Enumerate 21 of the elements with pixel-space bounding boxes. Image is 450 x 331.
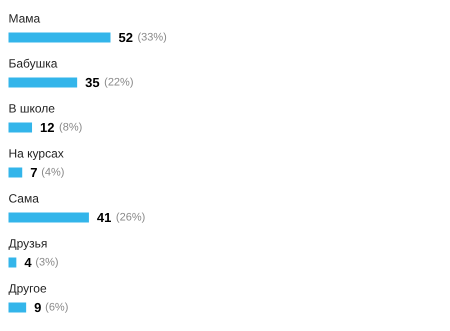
data-label: 9 (6%): [34, 300, 68, 315]
data-label: 4 (3%): [24, 255, 59, 270]
bar: [8, 258, 16, 268]
y-tick-label: Бабушка: [8, 56, 58, 70]
y-tick-label: В школе: [8, 102, 56, 116]
bar: [8, 168, 22, 178]
data-label: 35 (22%): [85, 75, 134, 90]
data-label: 52 (33%): [118, 30, 167, 45]
bar: [8, 122, 32, 132]
data-label: 12 (8%): [40, 120, 82, 135]
y-tick-label: Сама: [8, 192, 40, 206]
bar: [8, 302, 26, 312]
bar: [8, 78, 78, 88]
data-label: 7 (4%): [30, 165, 64, 180]
bar: [8, 212, 89, 222]
data-label: 41 (26%): [96, 210, 146, 225]
bar: [8, 32, 110, 42]
y-tick-label: Другое: [8, 282, 47, 296]
y-tick-label: Друзья: [8, 236, 48, 250]
y-tick-label: Мама: [8, 12, 41, 26]
y-tick-label: На курсах: [8, 146, 64, 160]
